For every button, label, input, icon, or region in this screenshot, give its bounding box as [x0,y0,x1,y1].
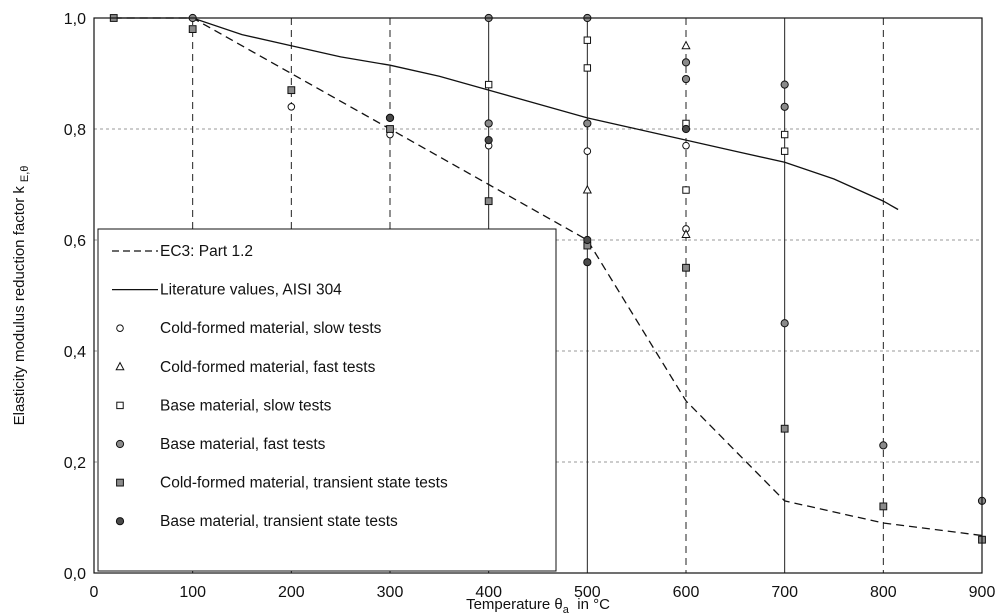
x-tick-label: 0 [90,584,99,601]
x-tick-label: 400 [475,584,502,601]
legend-marker-swatch [116,324,124,333]
x-tick-label: 500 [574,584,601,601]
legend-label: Base material, transient state tests [160,513,398,530]
marker-square-open-point [780,130,789,139]
legend-entry: Cold-formed material, transient state te… [116,475,448,492]
legend-entry: Literature values, AISI 304 [112,282,342,299]
legend-marker-swatch [115,517,125,526]
marker-circle-open-point [682,141,690,150]
x-axis-title: Temperature θa in °C [466,596,610,613]
marker-circle-gray-point [879,441,888,450]
tick-labels: 0 100 200 300 400 500 600 700 800 900 0,0 0,2 0,4 0,6… [64,11,996,601]
marker-square-gray-point [287,86,296,95]
marker-square-open-point [484,80,493,89]
legend-label: Cold-formed material, slow tests [160,320,382,337]
x-tick-label: 800 [870,584,897,601]
y-axis-title: Elasticity modulus reduction factor kE,θ [11,166,31,426]
marker-triangle-open-point [582,184,592,194]
y-tick-label: 1,0 [64,11,86,28]
marker-square-open-point [780,147,789,155]
legend-marker-swatch [116,478,124,487]
marker-square-gray-point [188,25,197,34]
marker-square-gray-point [386,125,394,133]
marker-circle-gray-point [780,319,789,328]
x-tick-label: 100 [179,584,206,601]
marker-circle-open-point [287,103,296,111]
legend-marker-swatch [115,439,125,449]
marker-circle-open-point [583,147,592,155]
marker-square-open-point [682,186,690,194]
legend-label: EC3: Part 1.2 [160,243,253,260]
y-tick-label: 0,2 [64,455,86,472]
legend-box [97,228,557,572]
marker-circle-gray-point [484,119,493,128]
marker-circle-dark-point [484,136,493,145]
marker-circle-dark-point [583,235,592,245]
marker-circle-dark-point [583,258,592,267]
legend-entry: Cold-formed material, fast tests [115,359,376,376]
legend-label: Base material, fast tests [160,436,326,453]
marker-square-gray-point [879,502,888,511]
legend-label: Literature values, AISI 304 [160,282,342,299]
marker-circle-dark-point [681,124,691,134]
y-tick-label: 0,6 [64,233,86,250]
marker-circle-gray-point [583,119,592,128]
legend-entry: Cold-formed material, slow tests [116,320,382,337]
marker-circle-dark-point [385,113,395,123]
marker-circle-gray-point [681,58,691,67]
x-tick-label: 700 [771,584,798,601]
legend-entry: Base material, transient state tests [115,513,398,530]
x-tick-label: 600 [673,584,700,601]
legend-label: Cold-formed material, transient state te… [160,475,448,492]
curves [113,17,983,537]
x-tick-label: 300 [377,584,404,601]
marker-circle-gray-point [780,80,789,89]
plot-frame [93,17,983,574]
marker-square-gray-point [682,263,690,272]
legend-label: Base material, slow tests [160,397,332,414]
x-tick-label: 200 [278,584,305,601]
legend-entry: EC3: Part 1.2 [112,243,253,260]
marker-triangle-open-point [681,229,691,238]
ec3-curve [113,17,983,537]
marker-circle-gray-point [780,102,789,111]
legend-label: Cold-formed material, fast tests [160,359,376,376]
legend-entry: Base material, slow tests [116,397,332,414]
marker-triangle-open-point [681,40,691,50]
x-tick-label: 900 [969,584,996,601]
legend: EC3: Part 1.2 Literature values, AISI 304… [97,228,557,572]
legend-marker-swatch [116,401,124,410]
literature-curve [113,17,899,211]
y-tick-label: 0,8 [64,122,86,139]
y-tick-label: 0,4 [64,344,86,361]
marker-square-open-point [583,64,592,72]
legend-marker-swatch [115,361,125,371]
marker-square-open-point [583,36,592,44]
marker-square-gray-point [484,197,493,206]
y-tick-label: 0,0 [64,566,86,583]
marker-circle-gray-point [681,74,691,84]
legend-entry: Base material, fast tests [115,436,326,453]
marker-square-gray-point [780,424,789,433]
